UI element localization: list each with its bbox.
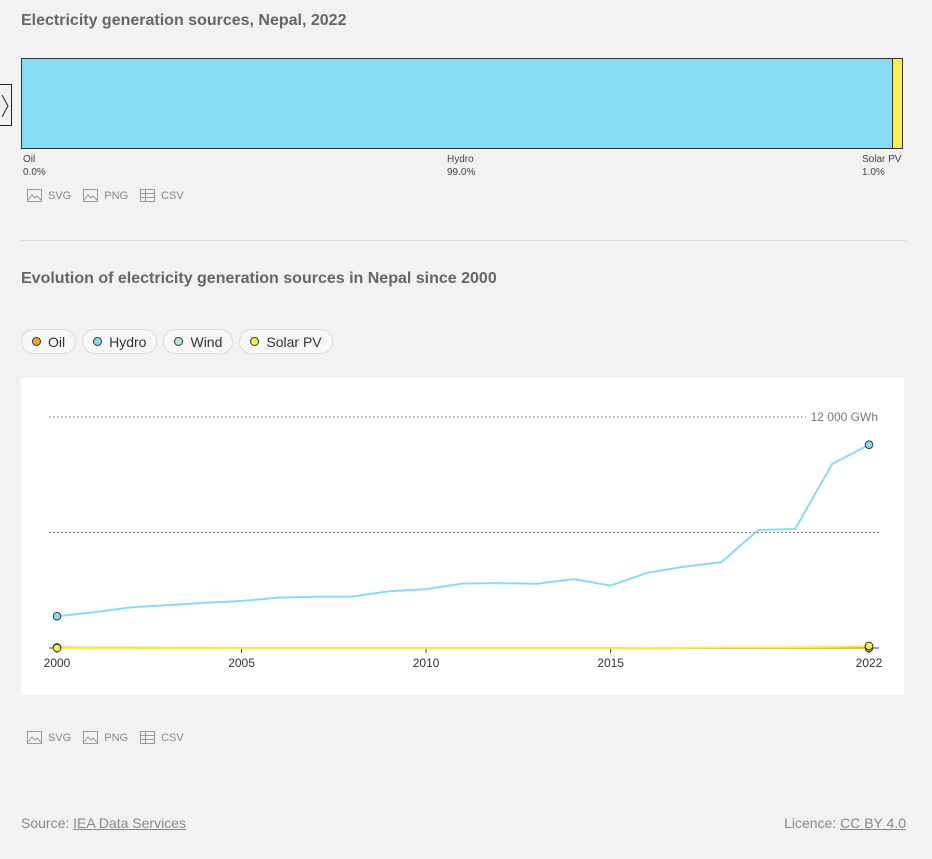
image-icon xyxy=(83,731,99,744)
export-png-label: PNG xyxy=(104,189,129,202)
source-prefix: Source: xyxy=(21,815,74,831)
export-csv-label: CSV xyxy=(161,189,184,202)
export-svg-button[interactable]: SVG xyxy=(27,189,71,202)
bar-label-name: Solar PV xyxy=(862,154,902,165)
export-svg-label: SVG xyxy=(48,731,72,744)
bar-label-oil: Oil 0.0% xyxy=(23,153,46,179)
legend-label: Wind xyxy=(190,333,223,350)
bar-label-name: Hydro xyxy=(447,154,474,165)
export-png-button[interactable]: PNG xyxy=(83,189,128,202)
export-csv-button[interactable]: CSV xyxy=(140,189,184,202)
series-line-solar-pv xyxy=(57,645,870,649)
legend-label: Oil xyxy=(48,333,66,350)
legend-dot xyxy=(93,337,103,346)
table-icon xyxy=(140,731,156,744)
export-csv-label: CSV xyxy=(161,731,184,744)
stacked-chart-title: Electricity generation sources, Nepal, 2… xyxy=(21,12,347,29)
legend-label: Hydro xyxy=(109,333,147,350)
bar-segment-hydro[interactable] xyxy=(22,59,894,148)
export-png-label: PNG xyxy=(104,731,129,744)
image-icon xyxy=(83,189,99,202)
export-svg-label: SVG xyxy=(48,189,72,202)
legend-label: Solar PV xyxy=(266,333,322,350)
export-bar-1: SVG PNG CSV xyxy=(27,189,184,202)
legend-dot xyxy=(174,337,184,346)
x-tick-label-2022: 2022 xyxy=(856,656,883,670)
image-icon xyxy=(27,731,42,744)
bar-label-value: 99.0% xyxy=(447,167,476,178)
bar-label-solar-pv: Solar PV 1.0% xyxy=(862,153,901,179)
licence-prefix: Licence: xyxy=(784,815,841,831)
x-tick-label-2010: 2010 xyxy=(413,656,440,670)
point-end-hydro xyxy=(864,440,874,450)
x-tick-label-2015: 2015 xyxy=(597,656,624,670)
series-line-hydro xyxy=(56,443,870,618)
point-end-solar-pv xyxy=(864,641,874,651)
bar-label-value: 0.0% xyxy=(23,167,46,178)
legend-item-wind[interactable]: Wind xyxy=(163,329,234,354)
bar-label-value: 1.0% xyxy=(862,167,885,178)
export-bar-2: SVG PNG CSV xyxy=(27,731,184,744)
stacked-share-bar xyxy=(21,58,903,149)
section-divider xyxy=(21,240,906,241)
table-icon xyxy=(140,189,156,202)
legend-item-oil[interactable]: Oil xyxy=(21,329,77,354)
point-start-solar-pv xyxy=(52,643,62,653)
y-tick-label: 12 000 GWh xyxy=(811,410,878,424)
bar-label-name: Oil xyxy=(23,154,36,165)
line-chart-panel: 12 000 GWh 2000 2005 2010 2015 2022 xyxy=(21,378,904,695)
legend-dot xyxy=(250,337,260,346)
licence-link[interactable]: CC BY 4.0 xyxy=(840,815,906,831)
x-tick-label-2000: 2000 xyxy=(44,656,71,670)
point-start-hydro xyxy=(52,611,62,621)
export-svg-button[interactable]: SVG xyxy=(27,731,71,744)
line-chart-title: Evolution of electricity generation sour… xyxy=(21,270,497,287)
chart-legend: Oil Hydro Wind Solar PV xyxy=(21,329,333,354)
bar-label-hydro: Hydro 99.0% xyxy=(447,153,475,179)
chevron-right-icon xyxy=(1,94,9,118)
licence-credit: Licence: CC BY 4.0 xyxy=(784,815,906,831)
image-icon xyxy=(27,189,42,202)
side-toggle-tab[interactable] xyxy=(0,84,12,126)
bar-segment-solar-pv[interactable] xyxy=(893,59,902,148)
legend-item-hydro[interactable]: Hydro xyxy=(82,329,158,354)
source-credit: Source: IEA Data Services xyxy=(21,815,186,831)
export-csv-button[interactable]: CSV xyxy=(140,731,184,744)
source-link[interactable]: IEA Data Services xyxy=(73,815,186,831)
x-tick-label-2005: 2005 xyxy=(228,656,255,670)
export-png-button[interactable]: PNG xyxy=(83,731,128,744)
line-chart: 12 000 GWh 2000 2005 2010 2015 2022 xyxy=(44,410,883,670)
legend-dot xyxy=(32,337,41,346)
legend-item-solar-pv[interactable]: Solar PV xyxy=(239,329,333,354)
